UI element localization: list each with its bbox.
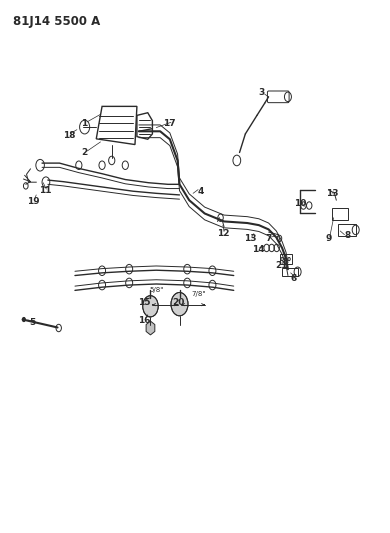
Text: 19: 19 bbox=[27, 197, 39, 206]
Bar bbox=[338, 224, 356, 236]
Text: 18: 18 bbox=[63, 131, 75, 140]
Text: 10: 10 bbox=[294, 199, 307, 208]
Circle shape bbox=[143, 296, 158, 317]
Text: 8: 8 bbox=[344, 231, 350, 240]
Text: 13: 13 bbox=[244, 235, 257, 244]
Circle shape bbox=[171, 293, 188, 316]
Text: 7: 7 bbox=[265, 235, 272, 244]
Text: 7/8": 7/8" bbox=[191, 291, 206, 297]
Text: 17: 17 bbox=[163, 119, 176, 128]
Text: 5: 5 bbox=[29, 318, 35, 327]
Text: 13: 13 bbox=[326, 189, 339, 198]
Text: 1: 1 bbox=[82, 119, 88, 128]
Text: 20: 20 bbox=[172, 298, 185, 307]
Bar bbox=[332, 208, 348, 220]
Bar bbox=[282, 268, 298, 276]
Polygon shape bbox=[146, 321, 155, 335]
Circle shape bbox=[22, 317, 25, 321]
Text: 16: 16 bbox=[138, 316, 150, 325]
Text: 3: 3 bbox=[259, 88, 265, 97]
Text: 5/8": 5/8" bbox=[149, 287, 163, 293]
Text: 11: 11 bbox=[39, 186, 51, 195]
Text: 14: 14 bbox=[252, 245, 264, 254]
Text: 9: 9 bbox=[325, 234, 332, 243]
Text: 6: 6 bbox=[291, 273, 297, 282]
Text: 15: 15 bbox=[138, 298, 150, 307]
Text: 81J14 5500 A: 81J14 5500 A bbox=[13, 14, 100, 28]
Text: 4: 4 bbox=[198, 187, 204, 196]
Bar bbox=[280, 254, 292, 264]
Text: 12: 12 bbox=[216, 229, 229, 238]
Text: 21: 21 bbox=[275, 261, 287, 270]
Text: 2: 2 bbox=[82, 148, 88, 157]
